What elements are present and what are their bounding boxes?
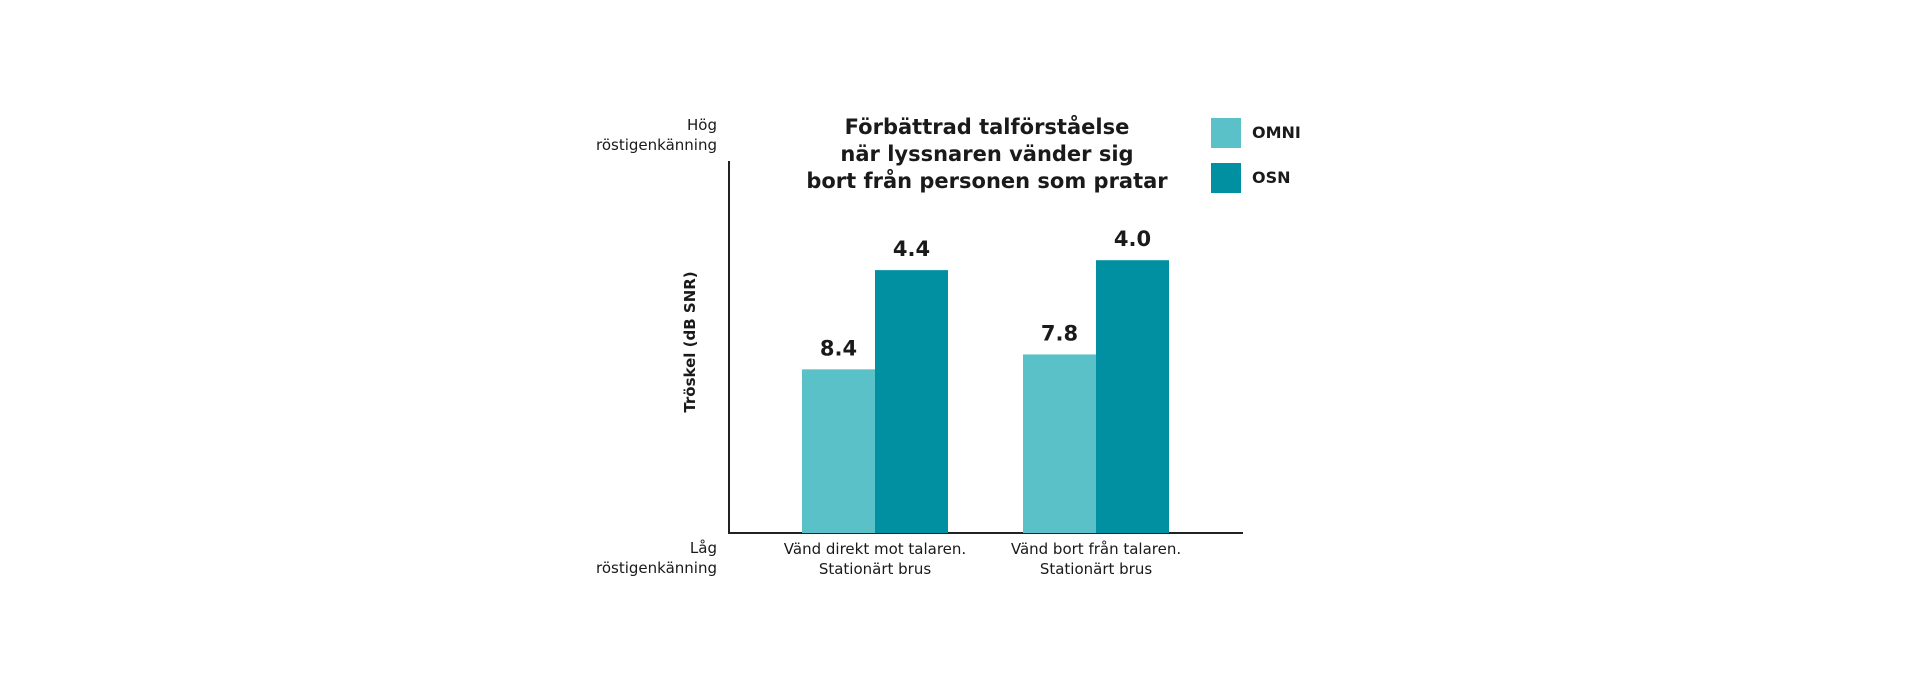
value-label: 4.4 [893,237,930,261]
value-label: 7.8 [1041,321,1078,345]
value-label: 4.0 [1114,227,1151,251]
x-tick-label: Vänd direkt mot talaren. [784,540,966,558]
chart-title: Förbättrad talförståelse när lyssnaren vä… [806,114,1168,193]
legend-label-omni: OMNI [1252,123,1301,142]
y-high-label-line: Hög [687,116,717,134]
y-high-label: Hög röstigenkänning [596,116,717,154]
bar-osn-2 [1096,260,1169,533]
y-low-label-line: Låg [690,539,717,557]
chart-title-line: Förbättrad talförståelse [845,114,1130,139]
bar-omni-2 [1023,354,1096,533]
bar-omni-1 [802,369,875,533]
y-low-label-line: röstigenkänning [596,559,717,577]
x-tick-label: Vänd bort från talaren. [1011,540,1181,558]
x-tick-label: Stationärt brus [1040,560,1153,578]
value-labels: 8.4 7.8 4.4 4.0 [820,227,1151,360]
legend: OMNI OSN [1211,118,1301,193]
legend-swatch-osn [1211,163,1241,193]
y-axis-label: Tröskel (dB SNR) [681,271,699,412]
bar-osn-1 [875,270,948,533]
x-tick-label: Stationärt brus [819,560,932,578]
value-label: 8.4 [820,336,857,360]
legend-swatch-omni [1211,118,1241,148]
legend-label-osn: OSN [1252,168,1291,187]
category-labels: Vänd direkt mot talaren. Stationärt brus V… [784,540,1181,578]
y-high-label-line: röstigenkänning [596,136,717,154]
bars [802,260,1169,533]
chart-title-line: när lyssnaren vänder sig [840,142,1133,166]
chart-title-line: bort från personen som pratar [806,168,1168,193]
y-low-label: Låg röstigenkänning [596,539,717,577]
